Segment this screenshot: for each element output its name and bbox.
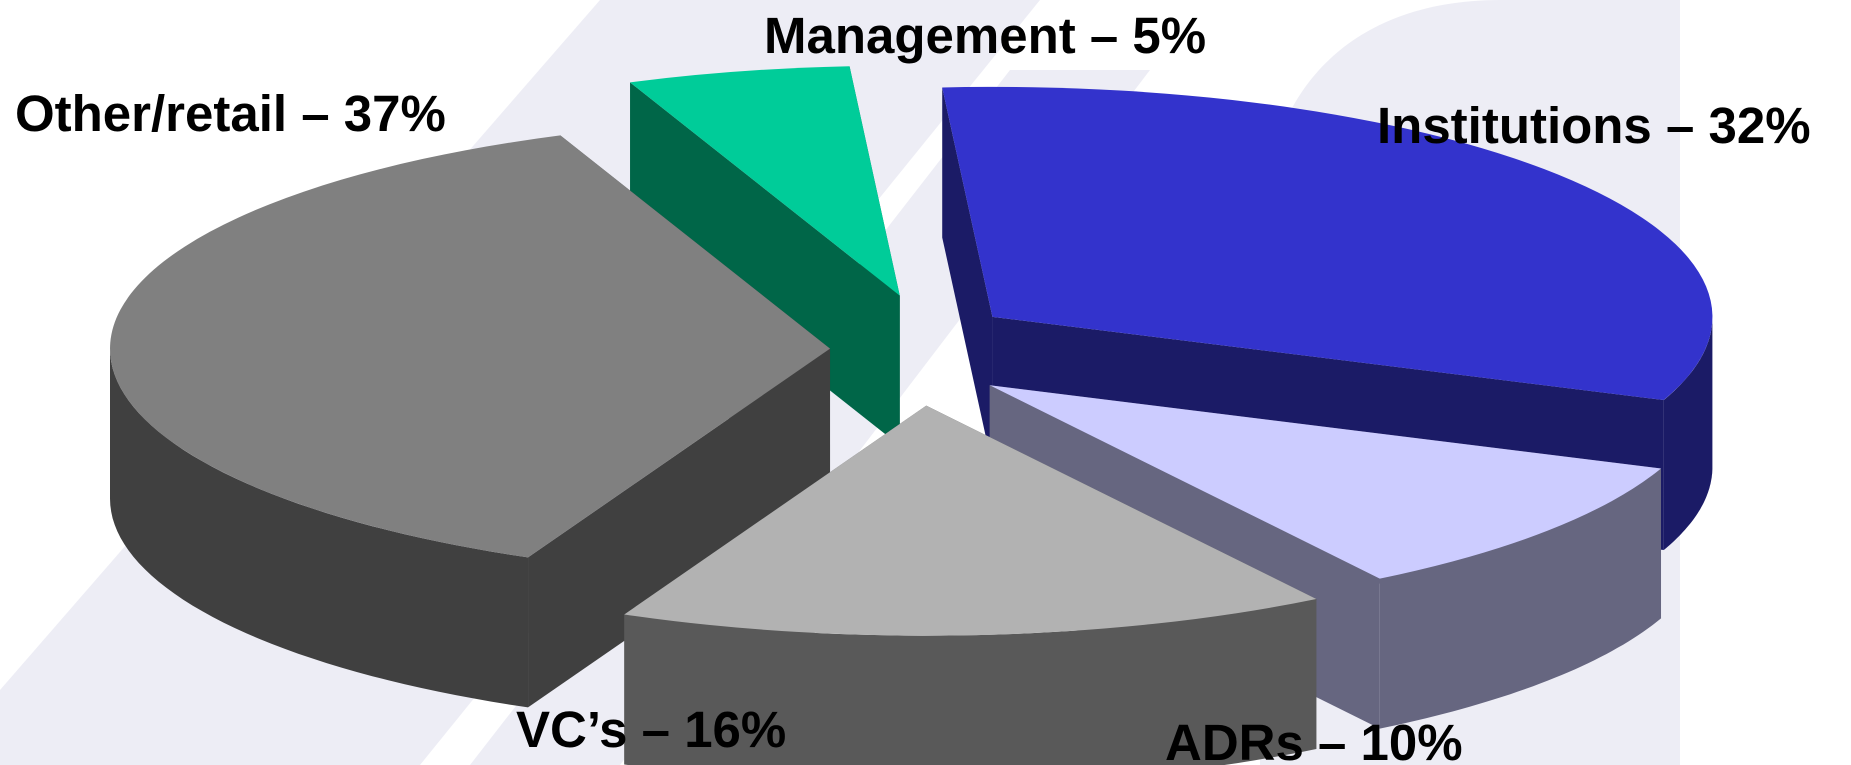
- slice-adrs-outer-wall: [1379, 468, 1661, 729]
- slice-management-side-start: [630, 82, 900, 446]
- slice-management-top: [630, 66, 900, 296]
- slice-vc-s-top: [624, 405, 1317, 636]
- slice-institutions-top: [942, 86, 1713, 401]
- slice-label-vcs: VC’s – 16%: [516, 701, 787, 758]
- slice-label-adrs: ADRs – 10%: [1165, 714, 1463, 765]
- slice-label-institutions: Institutions – 32%: [1377, 97, 1811, 154]
- slice-label-management: Management – 5%: [764, 7, 1207, 64]
- slice-institutions-side-start: [942, 87, 993, 467]
- slice-adrs-top: [989, 385, 1662, 579]
- slice-institutions-outer-wall: [1663, 316, 1713, 551]
- slice-other-retail-outer-wall: [110, 348, 528, 708]
- slice-vc-s-outer-wall: [624, 599, 1317, 765]
- slice-label-other-retail: Other/retail – 37%: [15, 85, 446, 142]
- slice-other-retail-top: [110, 135, 831, 558]
